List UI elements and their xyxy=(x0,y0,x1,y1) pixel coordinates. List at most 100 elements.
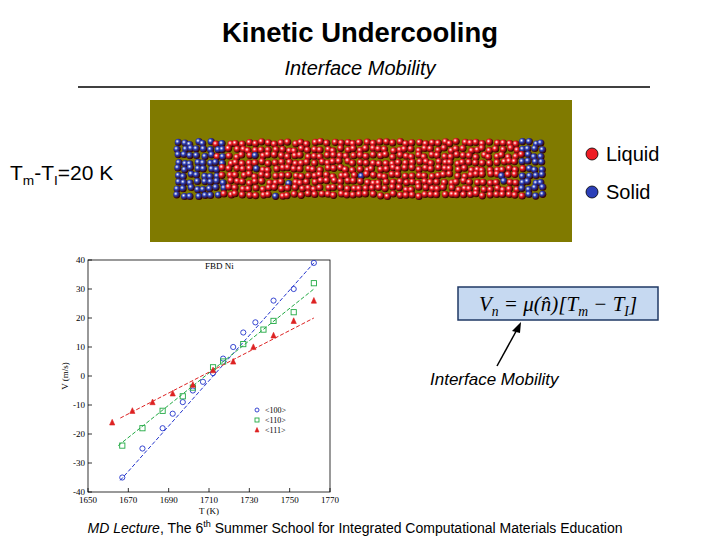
atom xyxy=(473,190,480,197)
point xyxy=(140,446,145,451)
atom xyxy=(479,145,486,152)
atom xyxy=(219,172,226,179)
atom xyxy=(175,139,182,146)
atom xyxy=(428,165,435,172)
atom xyxy=(225,145,232,152)
atom xyxy=(485,153,492,160)
atom xyxy=(369,185,376,192)
atom xyxy=(271,184,278,191)
atom xyxy=(479,171,486,178)
point xyxy=(170,411,175,416)
atom xyxy=(245,185,252,192)
atom xyxy=(370,151,377,158)
atom xyxy=(511,158,518,165)
x-tick xyxy=(168,488,169,492)
atom xyxy=(219,164,226,171)
atom xyxy=(264,151,271,158)
atom xyxy=(285,172,292,179)
atom xyxy=(212,159,219,166)
point xyxy=(241,342,246,347)
x-tick xyxy=(88,488,89,492)
y-tick-label: -30 xyxy=(73,458,85,468)
atom xyxy=(278,178,285,185)
atom xyxy=(460,191,467,198)
text-part: ] xyxy=(628,292,637,316)
atom xyxy=(316,146,323,153)
subtitle: Interface Mobility xyxy=(284,57,436,79)
atom xyxy=(252,178,259,185)
point xyxy=(120,443,125,448)
background xyxy=(0,0,720,540)
point xyxy=(271,318,276,323)
atom xyxy=(330,152,337,159)
atom xyxy=(335,158,342,165)
point xyxy=(140,426,145,431)
legend-label: Liquid xyxy=(606,143,659,165)
atom xyxy=(180,185,187,192)
atom xyxy=(459,145,466,152)
atom xyxy=(453,151,460,158)
atom xyxy=(221,190,228,197)
atom xyxy=(472,159,479,166)
atom xyxy=(330,184,337,191)
atom xyxy=(506,165,513,172)
point xyxy=(271,332,276,338)
text-part: =20 K xyxy=(58,161,113,184)
point xyxy=(231,358,236,364)
atom xyxy=(383,138,390,145)
atom xyxy=(518,151,525,158)
atom xyxy=(298,173,305,180)
atom xyxy=(441,144,448,151)
atom xyxy=(253,165,260,172)
y-tick xyxy=(88,318,92,319)
atom xyxy=(389,139,396,146)
atom xyxy=(394,171,401,178)
undercooling-label: Tm-TI=20 K xyxy=(10,161,113,188)
atom xyxy=(239,165,246,172)
atom xyxy=(330,165,337,172)
atom xyxy=(389,184,396,191)
atom xyxy=(284,185,291,192)
atom xyxy=(402,164,409,171)
atom xyxy=(539,184,546,191)
atom xyxy=(519,165,526,172)
atom xyxy=(207,192,214,199)
point xyxy=(160,408,165,413)
rule xyxy=(78,86,650,88)
atom xyxy=(350,145,357,152)
atom xyxy=(252,192,259,199)
atom xyxy=(447,159,454,166)
y-tick xyxy=(88,289,92,290)
atom xyxy=(481,186,488,193)
point xyxy=(261,327,266,332)
atom xyxy=(195,193,202,200)
atom xyxy=(479,192,486,199)
legend-marker xyxy=(255,418,259,422)
atom xyxy=(401,146,408,153)
y-tick-label: -20 xyxy=(73,429,85,439)
atom xyxy=(213,177,220,184)
text-part: n̂ xyxy=(541,292,552,316)
y-tick-label: 20 xyxy=(76,313,86,323)
title: Kinetic Undercooling xyxy=(222,17,498,48)
x-tick xyxy=(289,488,290,492)
atom xyxy=(202,153,209,160)
x-tick-label: 1710 xyxy=(200,495,219,505)
atom xyxy=(449,184,456,191)
text-part: , The 6 xyxy=(160,520,204,536)
atom xyxy=(305,172,312,179)
atom xyxy=(186,193,193,200)
point xyxy=(150,399,155,405)
atom xyxy=(408,139,415,146)
x-tick xyxy=(128,488,129,492)
atom xyxy=(225,165,232,172)
atom xyxy=(278,152,285,159)
atom xyxy=(310,166,317,173)
marks xyxy=(110,260,317,480)
atom xyxy=(239,178,246,185)
atom xyxy=(252,152,259,159)
atom xyxy=(226,152,233,159)
atom xyxy=(186,152,193,159)
arrow-head xyxy=(512,322,521,333)
atom xyxy=(397,152,404,159)
